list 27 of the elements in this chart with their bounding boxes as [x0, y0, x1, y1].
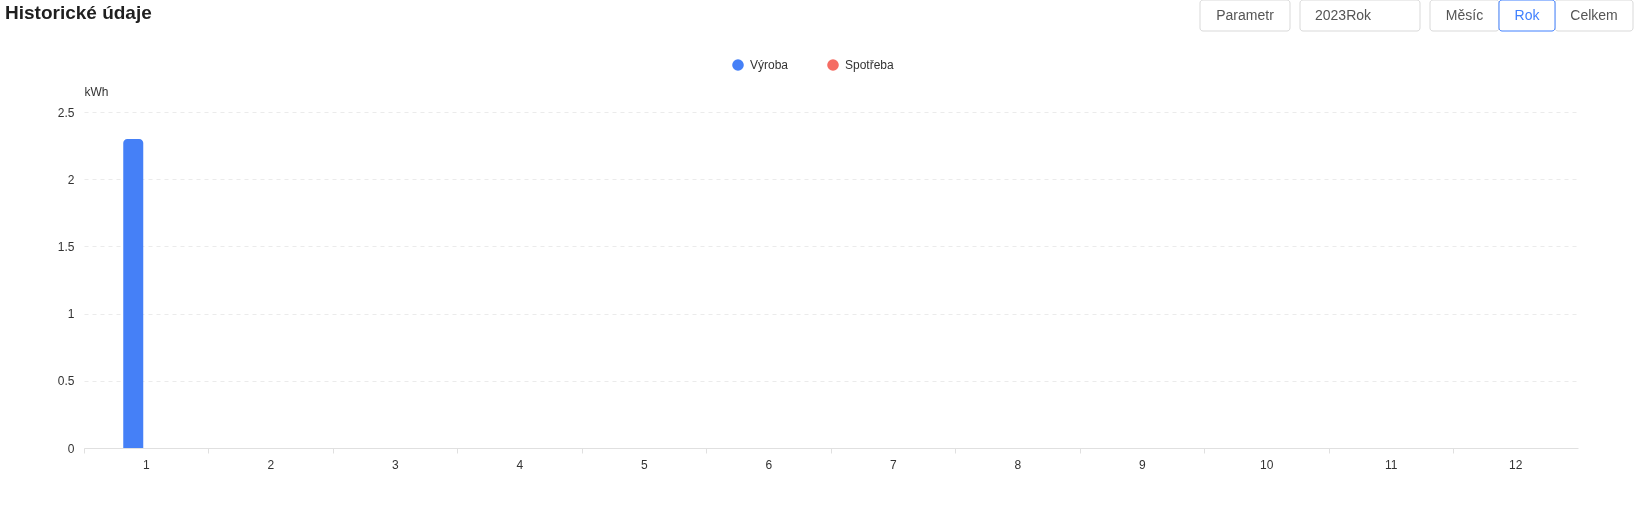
y-tick-label: 0.5	[57, 374, 75, 389]
y-axis-title: kWh	[84, 84, 109, 99]
x-tick-label: 9	[1138, 457, 1146, 472]
y-tick-label: 1	[67, 307, 75, 322]
text: Rok	[1514, 6, 1541, 23]
legend-label: Spotřeba	[845, 58, 895, 72]
x-tick-label: 2	[267, 457, 275, 472]
x-tick-label: 3	[391, 457, 399, 472]
text: Měsíc	[1445, 6, 1484, 23]
x-tick-label: 11	[1385, 457, 1398, 472]
x-tick-label: 5	[640, 457, 648, 472]
x-tick-label: 10	[1260, 457, 1274, 472]
y-tick-label: 0	[67, 441, 75, 456]
text: 2023Rok	[1315, 6, 1373, 23]
y-tick-label: 2.5	[57, 105, 75, 120]
x-tick-label: 7	[889, 457, 897, 472]
x-tick-label: 8	[1014, 457, 1022, 472]
x-tick-label: 4	[516, 457, 524, 472]
y-tick-label: 2	[67, 172, 75, 187]
x-tick-label: 1	[142, 457, 150, 472]
text: Celkem	[1570, 6, 1618, 23]
chart-title: Historické údaje	[5, 2, 152, 23]
legend-label: Výroba	[750, 58, 789, 72]
x-tick-label: 6	[765, 457, 773, 472]
y-tick-label: 1.5	[57, 239, 75, 254]
text: Parametr	[1216, 6, 1275, 23]
x-tick-label: 12	[1509, 457, 1523, 472]
